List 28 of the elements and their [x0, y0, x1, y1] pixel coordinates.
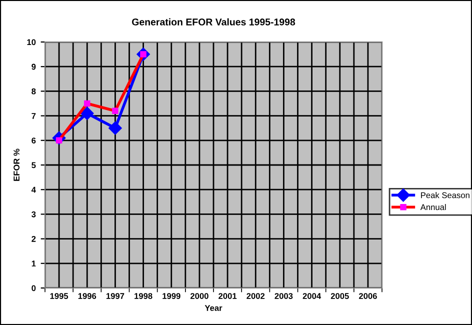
y-tick-label: 8 [32, 88, 36, 94]
y-tick-label: 7 [32, 113, 36, 119]
x-tick-label: 1998 [134, 293, 152, 299]
y-tick-label: 9 [32, 64, 36, 70]
x-tick-label: 1999 [162, 293, 180, 299]
y-tick-label: 5 [32, 162, 36, 168]
y-tick-label: 4 [31, 186, 36, 193]
y-tick-label: 0 [32, 285, 36, 292]
legend-label: Annual [420, 204, 446, 210]
x-tick-label: 2003 [274, 293, 293, 299]
chart-title: Generation EFOR Values 1995-1998 [132, 18, 296, 26]
y-tick-label: 3 [32, 211, 36, 218]
x-tick-label: 1995 [50, 293, 68, 299]
legend-label: Peak Season [421, 192, 470, 198]
x-tick-label: 2004 [302, 293, 322, 299]
y-tick-label: 6 [32, 138, 36, 144]
y-tick-label: 2 [32, 236, 36, 242]
y-axis-title: EFOR % [14, 148, 20, 181]
x-axis-title: Year [204, 305, 222, 311]
x-tick-label: 1997 [106, 293, 124, 299]
x-tick-label: 2006 [358, 293, 377, 299]
x-tick-label: 2001 [218, 293, 237, 299]
x-tick-label: 2005 [330, 293, 349, 299]
x-tick-label: 2002 [246, 293, 265, 299]
y-tick-label: 1 [32, 260, 36, 266]
x-tick-label: 1996 [78, 293, 96, 299]
x-tick-label: 2000 [190, 293, 208, 299]
y-tick-label: 10 [27, 39, 36, 46]
